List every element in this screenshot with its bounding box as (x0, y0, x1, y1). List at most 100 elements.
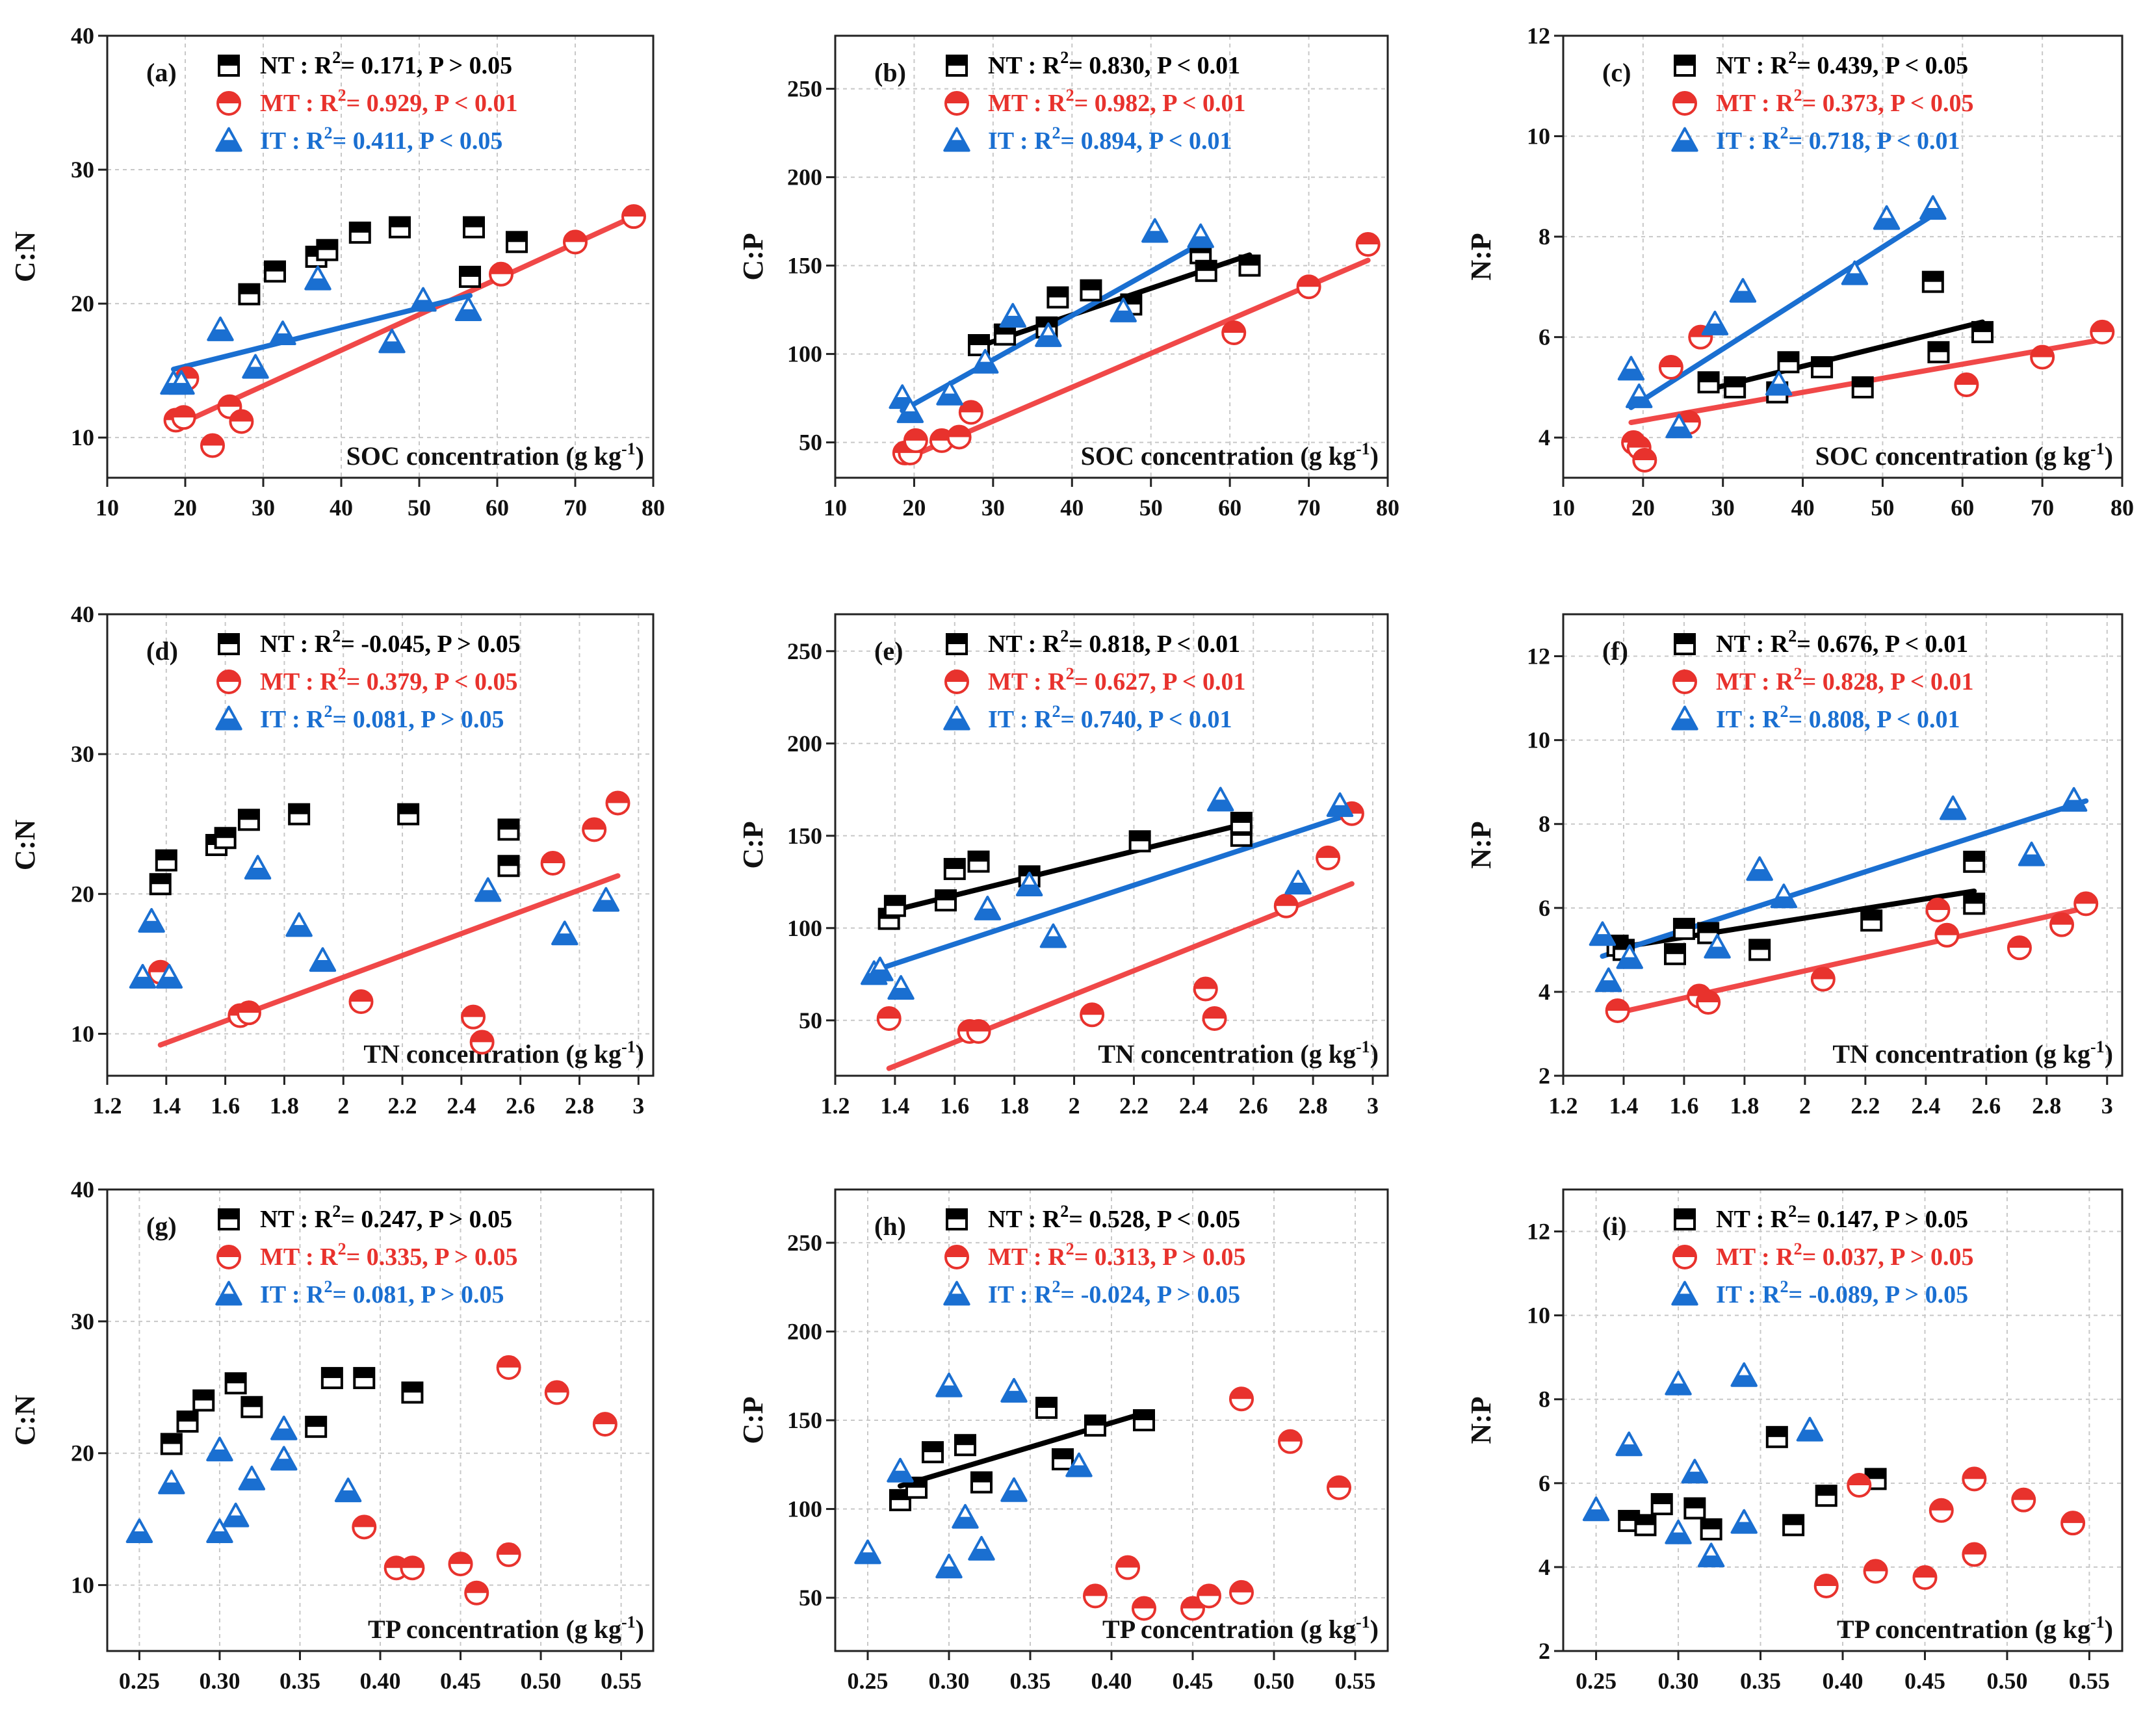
legend-entry-NT: NT : R2= 0.247, P > 0.05 (260, 1202, 512, 1233)
legend-sup: 2 (1794, 86, 1802, 105)
point-NT-fill (1750, 940, 1770, 950)
point-NT-fill (1767, 1427, 1787, 1437)
legend-sup: 2 (332, 627, 341, 645)
point-NT-fill (1862, 911, 1882, 921)
legend-stats: = -0.045, P > 0.05 (341, 630, 521, 658)
x-axis-label-sup: -1 (2090, 1613, 2105, 1632)
x-tick-label: 0.25 (1576, 1668, 1617, 1694)
point-MT-fill (401, 1557, 424, 1568)
y-tick-label: 30 (71, 1308, 94, 1334)
point-MT-fill (1230, 1581, 1253, 1592)
legend-label: NT : R (1716, 630, 1789, 658)
point-NT-fill (1698, 923, 1719, 933)
y-tick-label: 40 (71, 1176, 94, 1202)
x-tick-label: 10 (1552, 495, 1575, 521)
legend-entry-NT: NT : R2= -0.045, P > 0.05 (260, 627, 521, 658)
point-IT-fill (937, 393, 962, 404)
x-axis-label-close: ) (1370, 1615, 1379, 1644)
legend-marker-IT-fill (216, 140, 241, 151)
point-IT-fill (1842, 273, 1867, 284)
panel-c: 10 20 30 40 50 60 70 80 4 6 8 10 12 N:P SOC concentrat… (1465, 23, 2134, 521)
point-IT-fill (287, 925, 311, 936)
legend-label: IT : R (988, 706, 1052, 733)
x-tick-label: 40 (1060, 495, 1084, 521)
point-MT-fill (1117, 1556, 1139, 1568)
point-MT-fill (230, 410, 253, 422)
panel-f: 1.2 1.4 1.6 1.8 2 2.2 2.4 2.6 2.8 3 2 4 6 8 10 12 N:P TN … (1465, 613, 2124, 1119)
y-tick-label: 250 (787, 76, 822, 102)
legend-marker-NT-fill (1675, 56, 1695, 66)
x-tick-label: 2 (1069, 1093, 1080, 1119)
x-tick-label: 1.4 (1609, 1093, 1638, 1119)
x-tick-label: 1.6 (940, 1093, 969, 1119)
point-MT-fill (1936, 924, 1958, 935)
x-tick-label: 50 (1139, 495, 1163, 521)
legend-label: NT : R (1716, 52, 1789, 79)
point-MT-fill (1955, 374, 1978, 385)
y-tick-label: 10 (71, 424, 94, 450)
point-MT-fill (1848, 1474, 1871, 1486)
point-IT-fill (1286, 883, 1310, 894)
point-NT-fill (968, 852, 989, 862)
legend-stats: = 0.037, P > 0.05 (1802, 1243, 1974, 1271)
panel-label: (f) (1602, 636, 1628, 666)
x-tick-label: 2 (337, 1093, 349, 1119)
legend-label: MT : R (988, 1243, 1066, 1271)
point-IT-fill (1682, 1472, 1708, 1483)
legend-marker-IT-fill (216, 1294, 241, 1305)
point-MT-fill (606, 792, 629, 803)
x-axis-label-sup: -1 (1356, 1613, 1370, 1632)
legend-label: NT : R (260, 52, 333, 79)
x-tick-label: 2.6 (1971, 1093, 2001, 1119)
x-tick-label: 1.2 (1549, 1093, 1578, 1119)
legend-entry-IT: IT : R2= 0.081, P > 0.05 (260, 702, 504, 733)
fit-line-IT (1628, 211, 1938, 410)
point-NT-fill (177, 1412, 198, 1422)
point-IT-fill (1000, 315, 1025, 327)
legend-entry-MT: MT : R2= 0.929, P < 0.01 (260, 86, 518, 117)
legend-entry-NT: NT : R2= 0.147, P > 0.05 (1716, 1202, 1968, 1233)
point-MT-fill (593, 1413, 616, 1425)
point-IT-fill (130, 976, 155, 987)
point-NT-fill (1231, 812, 1251, 823)
point-IT-fill (1666, 1532, 1691, 1543)
x-axis-label-main: TN concentration (g kg (1832, 1039, 2090, 1069)
legend-sup: 2 (338, 664, 346, 683)
x-tick-label: 0.40 (360, 1668, 401, 1694)
point-NT-fill (1196, 261, 1216, 271)
legend-label: MT : R (1716, 90, 1794, 117)
legend-sup: 2 (1052, 1277, 1061, 1296)
legend-entry-NT: NT : R2= 0.528, P < 0.05 (988, 1202, 1240, 1233)
plot-frame (106, 34, 655, 479)
y-tick-label: 100 (787, 915, 822, 941)
point-IT-fill (2061, 800, 2086, 811)
x-axis-label: SOC concentration (g kg-1) (1081, 439, 1379, 471)
x-axis-label: TN concentration (g kg-1) (363, 1037, 644, 1069)
legend-marker-MT-fill (1674, 1246, 1696, 1257)
legend-entry-IT: IT : R2= 0.894, P < 0.01 (988, 124, 1232, 155)
point-IT-fill (1730, 291, 1756, 302)
panel-label: (c) (1602, 58, 1631, 87)
x-tick-label: 20 (902, 495, 926, 521)
x-tick-label: 10 (96, 495, 119, 521)
legend-entry-MT: MT : R2= 0.373, P < 0.05 (1716, 86, 1974, 117)
x-axis-label-close: ) (1370, 441, 1379, 471)
point-NT-fill (390, 217, 409, 228)
point-NT-fill (1635, 1515, 1656, 1526)
point-NT-fill (969, 335, 989, 345)
y-tick-label: 200 (787, 731, 822, 757)
point-NT-fill (1240, 255, 1260, 266)
legend-label: IT : R (260, 127, 324, 155)
legend-stats: = 0.828, P < 0.01 (1802, 668, 1974, 696)
point-NT-fill (242, 1397, 262, 1407)
point-NT-fill (1134, 1410, 1154, 1420)
point-MT-fill (350, 990, 372, 1002)
y-tick-label: 250 (787, 638, 822, 664)
y-tick-label: 20 (71, 881, 94, 907)
legend-entry-IT: IT : R2= -0.024, P > 0.05 (988, 1277, 1240, 1308)
point-IT-fill (1002, 1490, 1026, 1501)
x-tick-label: 0.55 (1335, 1668, 1376, 1694)
legend-sup: 2 (338, 86, 346, 105)
legend-entry-IT: IT : R2= 0.081, P > 0.05 (260, 1277, 504, 1308)
point-NT-fill (1053, 1450, 1072, 1460)
